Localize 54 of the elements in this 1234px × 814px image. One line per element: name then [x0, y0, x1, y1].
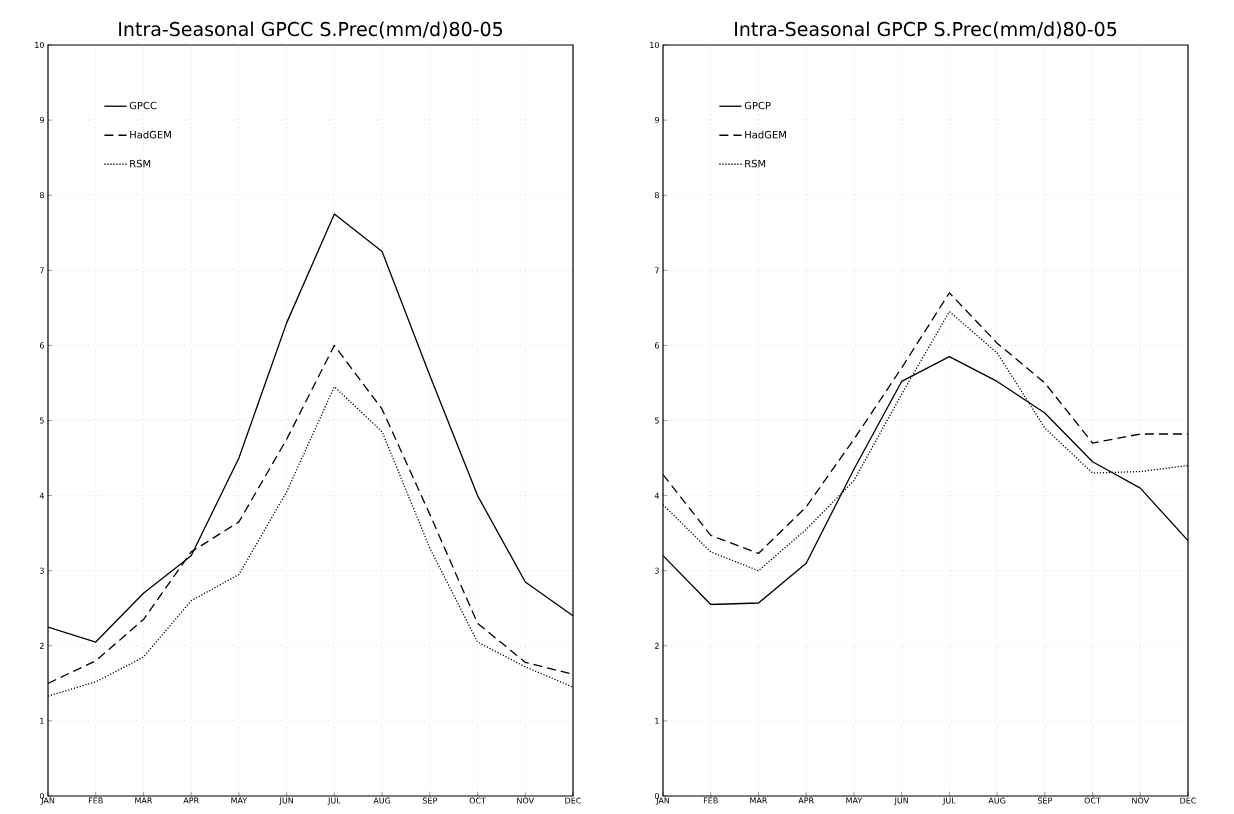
y-tick-label: 1 [40, 717, 44, 724]
legend-label: HadGEM [745, 130, 786, 139]
x-tick-label: NOV [517, 797, 535, 804]
x-tick-label: JUN [894, 797, 908, 805]
y-tick-label: 6 [654, 342, 659, 349]
y-tick-label: 3 [655, 567, 659, 574]
y-tick-label: 5 [39, 417, 44, 424]
x-tick-label: OCT [1084, 797, 1101, 804]
x-tick-label: JUL [327, 797, 341, 805]
x-tick-label: JUN [279, 797, 293, 805]
legend-label: RSM [745, 159, 766, 168]
x-tick-label: JAN [655, 797, 670, 805]
x-tick-label: AUG [373, 797, 391, 804]
y-tick-label: 1 [655, 717, 659, 724]
legend-label: GPCC [129, 101, 157, 110]
chart-title: Intra-Seasonal GPCC S.Prec(mm/d)80-05 [119, 21, 503, 39]
legend-label: HadGEM [130, 130, 171, 139]
y-tick-label: 9 [654, 117, 659, 124]
x-tick-label: MAR [135, 797, 153, 804]
x-tick-label: APR [183, 797, 199, 804]
y-tick-label: 7 [655, 267, 659, 274]
y-tick-label: 4 [39, 492, 45, 499]
y-tick-label: 6 [39, 342, 44, 349]
legend-label: GPCP [744, 101, 771, 110]
x-tick-label: OCT [469, 797, 486, 804]
y-tick-label: 9 [39, 117, 44, 124]
y-tick-label: 0 [654, 792, 659, 800]
y-tick-label: 10 [650, 41, 659, 49]
chart-title: Intra-Seasonal GPCP S.Prec(mm/d)80-05 [735, 21, 1117, 39]
y-tick-label: 2 [654, 642, 659, 649]
x-tick-label: FEB [88, 797, 103, 804]
y-tick-label: 10 [35, 41, 44, 49]
y-tick-label: 4 [654, 492, 660, 499]
legend-label: RSM [130, 159, 151, 168]
x-tick-label: JAN [40, 797, 55, 805]
x-tick-label: MAR [750, 797, 768, 804]
y-tick-label: 8 [39, 192, 44, 199]
y-tick-label: 8 [654, 192, 659, 199]
x-tick-label: SEP [422, 797, 438, 804]
y-tick-label: 7 [40, 267, 44, 274]
x-tick-label: MAY [231, 797, 248, 804]
x-tick-label: NOV [1132, 797, 1150, 804]
x-tick-label: AUG [988, 797, 1006, 804]
x-tick-label: SEP [1037, 797, 1053, 804]
x-tick-label: JUL [942, 797, 956, 805]
x-tick-label: MAY [846, 797, 863, 804]
y-tick-label: 5 [655, 417, 659, 424]
x-tick-label: DEC [1180, 797, 1196, 804]
x-tick-label: APR [798, 797, 814, 804]
y-tick-label: 0 [39, 792, 44, 800]
y-tick-label: 3 [39, 567, 44, 574]
x-tick-label: FEB [703, 797, 718, 804]
x-tick-label: DEC [565, 797, 581, 804]
y-tick-label: 2 [39, 642, 44, 649]
